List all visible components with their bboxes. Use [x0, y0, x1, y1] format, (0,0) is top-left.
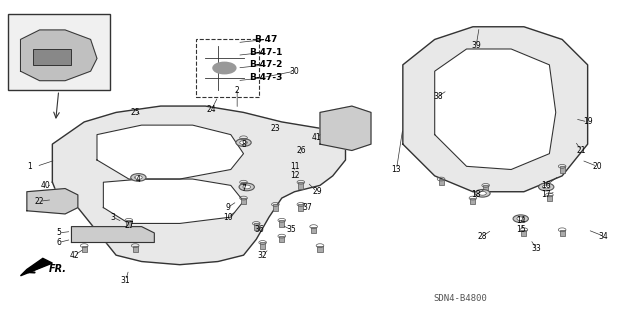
Text: 11: 11 — [290, 162, 300, 171]
Text: 3: 3 — [111, 212, 115, 222]
Text: B-47: B-47 — [254, 35, 278, 44]
Bar — [547, 195, 552, 201]
Bar — [132, 246, 138, 252]
Bar — [279, 236, 284, 243]
Bar — [8, 14, 109, 90]
Bar — [82, 246, 87, 252]
Bar — [241, 138, 246, 144]
Text: 41: 41 — [312, 133, 322, 142]
Polygon shape — [72, 227, 154, 243]
Polygon shape — [27, 188, 78, 214]
Circle shape — [236, 139, 251, 146]
Bar — [317, 246, 323, 252]
Bar — [470, 198, 476, 204]
Bar — [522, 230, 527, 236]
Circle shape — [513, 215, 529, 222]
Polygon shape — [320, 106, 371, 150]
Text: 36: 36 — [255, 225, 264, 234]
Circle shape — [542, 185, 550, 189]
Text: 40: 40 — [41, 181, 51, 190]
Text: 19: 19 — [583, 117, 593, 126]
Text: 10: 10 — [223, 212, 232, 222]
Text: 25: 25 — [131, 108, 140, 117]
Polygon shape — [403, 27, 588, 192]
Text: 14: 14 — [516, 216, 525, 225]
Text: 1: 1 — [28, 162, 33, 171]
Circle shape — [213, 62, 236, 74]
Bar — [279, 220, 284, 227]
Text: 33: 33 — [532, 244, 541, 253]
Text: 15: 15 — [516, 225, 525, 234]
Text: 5: 5 — [56, 228, 61, 237]
Text: 9: 9 — [225, 203, 230, 212]
Bar — [196, 39, 259, 97]
Polygon shape — [103, 179, 244, 223]
Text: B-47-2: B-47-2 — [249, 60, 282, 69]
Text: 2: 2 — [235, 86, 239, 95]
Text: 37: 37 — [302, 203, 312, 212]
Text: 6: 6 — [56, 238, 61, 247]
Bar — [298, 204, 303, 211]
Text: 27: 27 — [124, 220, 134, 229]
Text: 31: 31 — [121, 276, 131, 285]
Bar — [559, 230, 564, 236]
Text: 18: 18 — [472, 190, 481, 199]
Text: 32: 32 — [258, 251, 268, 260]
Circle shape — [479, 191, 486, 195]
Polygon shape — [97, 125, 244, 179]
Polygon shape — [435, 49, 556, 170]
Polygon shape — [52, 106, 346, 265]
Bar — [438, 179, 444, 185]
Bar — [33, 49, 72, 65]
Bar — [241, 198, 246, 204]
Text: 22: 22 — [35, 197, 44, 206]
Circle shape — [134, 176, 142, 179]
Text: 26: 26 — [296, 146, 306, 155]
Text: 42: 42 — [70, 251, 79, 260]
Circle shape — [131, 174, 146, 181]
Text: 7: 7 — [241, 184, 246, 193]
Bar — [241, 182, 246, 188]
Polygon shape — [20, 258, 52, 276]
Circle shape — [517, 217, 525, 220]
Circle shape — [539, 183, 554, 191]
Text: 20: 20 — [593, 162, 602, 171]
Circle shape — [239, 183, 254, 191]
Text: 17: 17 — [541, 190, 551, 199]
Circle shape — [475, 189, 490, 197]
Circle shape — [240, 141, 247, 144]
Text: B-47-1: B-47-1 — [249, 48, 282, 57]
Text: 35: 35 — [287, 225, 296, 234]
Bar — [298, 182, 303, 188]
Circle shape — [243, 185, 250, 189]
Bar — [126, 220, 131, 227]
Text: 34: 34 — [598, 232, 609, 241]
Bar — [260, 243, 265, 249]
Text: 8: 8 — [241, 140, 246, 148]
Text: SDN4-B4800: SDN4-B4800 — [433, 294, 487, 303]
Text: 21: 21 — [577, 146, 586, 155]
Bar — [311, 227, 316, 233]
Text: 13: 13 — [392, 165, 401, 174]
Bar — [253, 223, 259, 230]
Text: 4: 4 — [136, 174, 141, 184]
Bar — [273, 204, 278, 211]
Bar — [559, 166, 564, 173]
Text: 38: 38 — [433, 92, 443, 101]
Text: 29: 29 — [312, 187, 322, 196]
Polygon shape — [20, 30, 97, 81]
Text: B-47-3: B-47-3 — [249, 73, 282, 82]
Text: 28: 28 — [477, 232, 487, 241]
Text: FR.: FR. — [49, 264, 67, 275]
Text: 39: 39 — [471, 41, 481, 50]
Bar — [483, 185, 488, 192]
Text: 24: 24 — [207, 105, 216, 114]
Text: 16: 16 — [541, 181, 551, 190]
Text: 23: 23 — [271, 124, 280, 133]
Text: 30: 30 — [290, 67, 300, 76]
Text: 12: 12 — [290, 172, 300, 180]
